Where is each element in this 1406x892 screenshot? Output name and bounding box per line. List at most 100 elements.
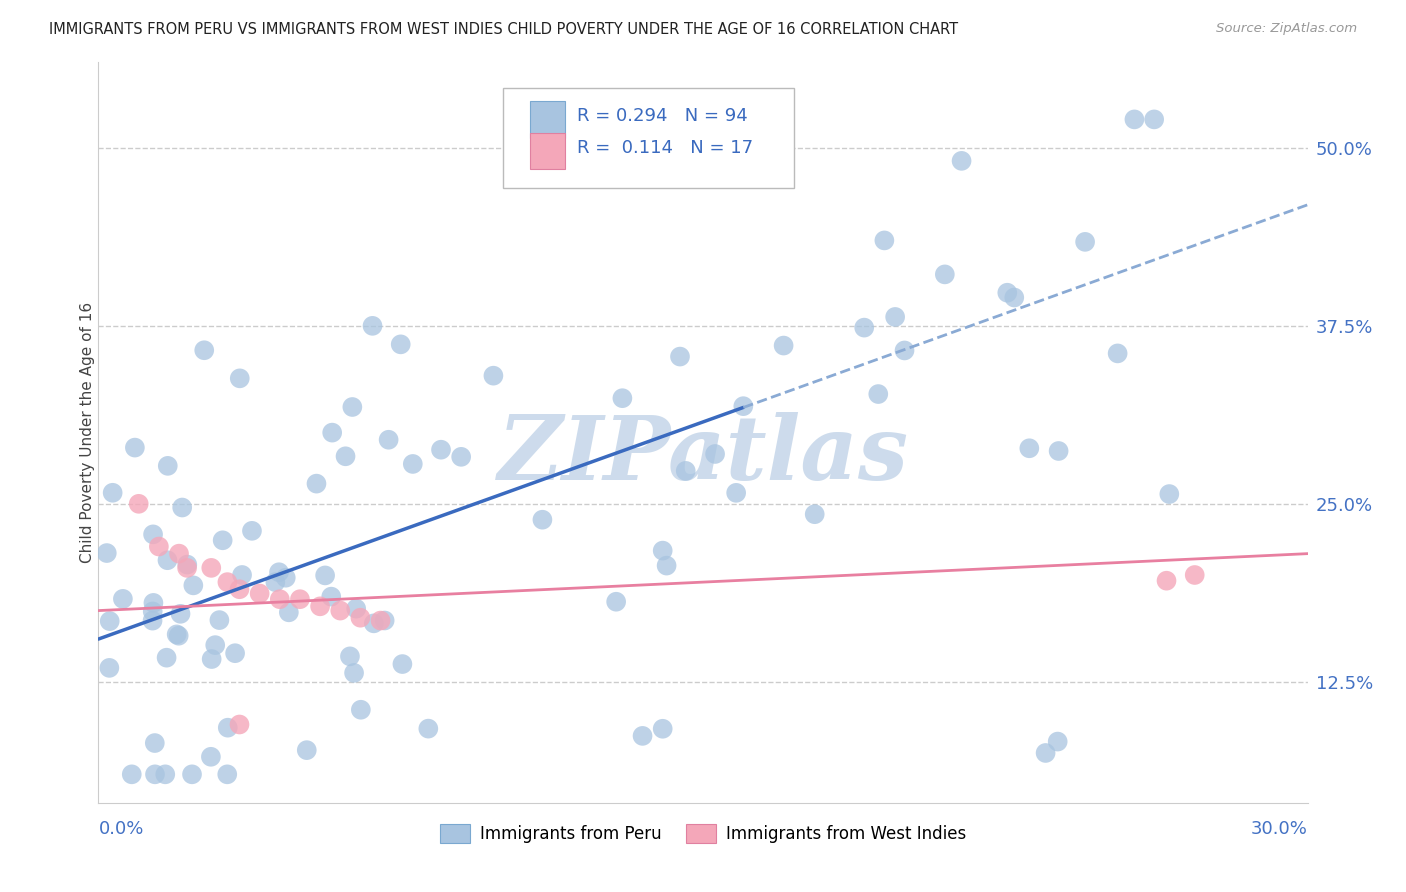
- Point: [884, 310, 907, 324]
- Point: [98, 614, 121, 628]
- Point: [430, 442, 453, 457]
- Point: [605, 595, 627, 609]
- FancyBboxPatch shape: [503, 88, 793, 188]
- FancyBboxPatch shape: [530, 133, 565, 169]
- Point: [181, 767, 204, 781]
- Point: [176, 558, 198, 572]
- Point: [231, 568, 253, 582]
- Point: [343, 665, 366, 680]
- Point: [655, 558, 678, 573]
- Point: [98, 661, 121, 675]
- Point: [277, 605, 299, 619]
- Point: [342, 400, 364, 414]
- Point: [217, 767, 239, 781]
- Point: [389, 337, 412, 351]
- Point: [1046, 734, 1069, 748]
- Point: [128, 497, 150, 511]
- Point: [142, 614, 165, 628]
- Point: [612, 391, 634, 405]
- Point: [183, 578, 205, 592]
- Point: [631, 729, 654, 743]
- Point: [349, 610, 371, 624]
- Point: [314, 568, 336, 582]
- Point: [169, 607, 191, 621]
- Point: [156, 553, 179, 567]
- Point: [176, 561, 198, 575]
- Point: [211, 533, 233, 548]
- Point: [1184, 568, 1206, 582]
- FancyBboxPatch shape: [530, 102, 565, 137]
- Point: [418, 722, 440, 736]
- Point: [295, 743, 318, 757]
- Point: [228, 717, 250, 731]
- Point: [148, 540, 170, 554]
- Point: [704, 447, 727, 461]
- Point: [361, 318, 384, 333]
- Point: [111, 591, 134, 606]
- Point: [193, 343, 215, 358]
- Point: [377, 433, 399, 447]
- Text: 30.0%: 30.0%: [1251, 820, 1308, 838]
- Point: [143, 767, 166, 781]
- Point: [344, 601, 367, 615]
- Point: [482, 368, 505, 383]
- Text: Source: ZipAtlas.com: Source: ZipAtlas.com: [1216, 22, 1357, 36]
- Point: [725, 485, 748, 500]
- Point: [1074, 235, 1097, 249]
- Point: [1159, 487, 1181, 501]
- Point: [675, 464, 697, 478]
- Point: [167, 629, 190, 643]
- Point: [1047, 444, 1070, 458]
- Point: [893, 343, 915, 358]
- Point: [101, 485, 124, 500]
- Text: R =  0.114   N = 17: R = 0.114 N = 17: [578, 138, 754, 157]
- Point: [669, 350, 692, 364]
- Point: [651, 543, 673, 558]
- Point: [733, 399, 755, 413]
- Point: [772, 338, 794, 352]
- Point: [995, 285, 1018, 300]
- Point: [204, 638, 226, 652]
- Point: [402, 457, 425, 471]
- Point: [143, 736, 166, 750]
- Point: [350, 703, 373, 717]
- Point: [1002, 291, 1025, 305]
- Point: [1156, 574, 1178, 588]
- Point: [531, 513, 554, 527]
- Point: [142, 596, 165, 610]
- Point: [651, 722, 673, 736]
- Point: [142, 604, 165, 618]
- Text: IMMIGRANTS FROM PERU VS IMMIGRANTS FROM WEST INDIES CHILD POVERTY UNDER THE AGE : IMMIGRANTS FROM PERU VS IMMIGRANTS FROM …: [49, 22, 959, 37]
- Point: [224, 646, 246, 660]
- Point: [370, 614, 392, 628]
- Point: [853, 320, 876, 334]
- Point: [803, 507, 825, 521]
- Legend: Immigrants from Peru, Immigrants from West Indies: Immigrants from Peru, Immigrants from We…: [433, 817, 973, 850]
- Point: [309, 599, 332, 614]
- Point: [335, 450, 357, 464]
- Point: [950, 153, 973, 168]
- Point: [200, 749, 222, 764]
- Point: [321, 425, 343, 440]
- Point: [321, 590, 343, 604]
- Text: 0.0%: 0.0%: [98, 820, 143, 838]
- Point: [450, 450, 472, 464]
- Point: [391, 657, 413, 671]
- Point: [228, 582, 250, 597]
- Point: [274, 571, 297, 585]
- Point: [363, 616, 385, 631]
- Point: [267, 566, 290, 580]
- Point: [208, 613, 231, 627]
- Point: [167, 547, 190, 561]
- Point: [873, 234, 896, 248]
- Point: [1143, 112, 1166, 127]
- Point: [1018, 442, 1040, 456]
- Point: [1035, 746, 1057, 760]
- Point: [329, 604, 352, 618]
- Point: [240, 524, 263, 538]
- Point: [166, 627, 188, 641]
- Point: [934, 268, 956, 282]
- Point: [249, 586, 271, 600]
- Point: [156, 458, 179, 473]
- Point: [374, 614, 396, 628]
